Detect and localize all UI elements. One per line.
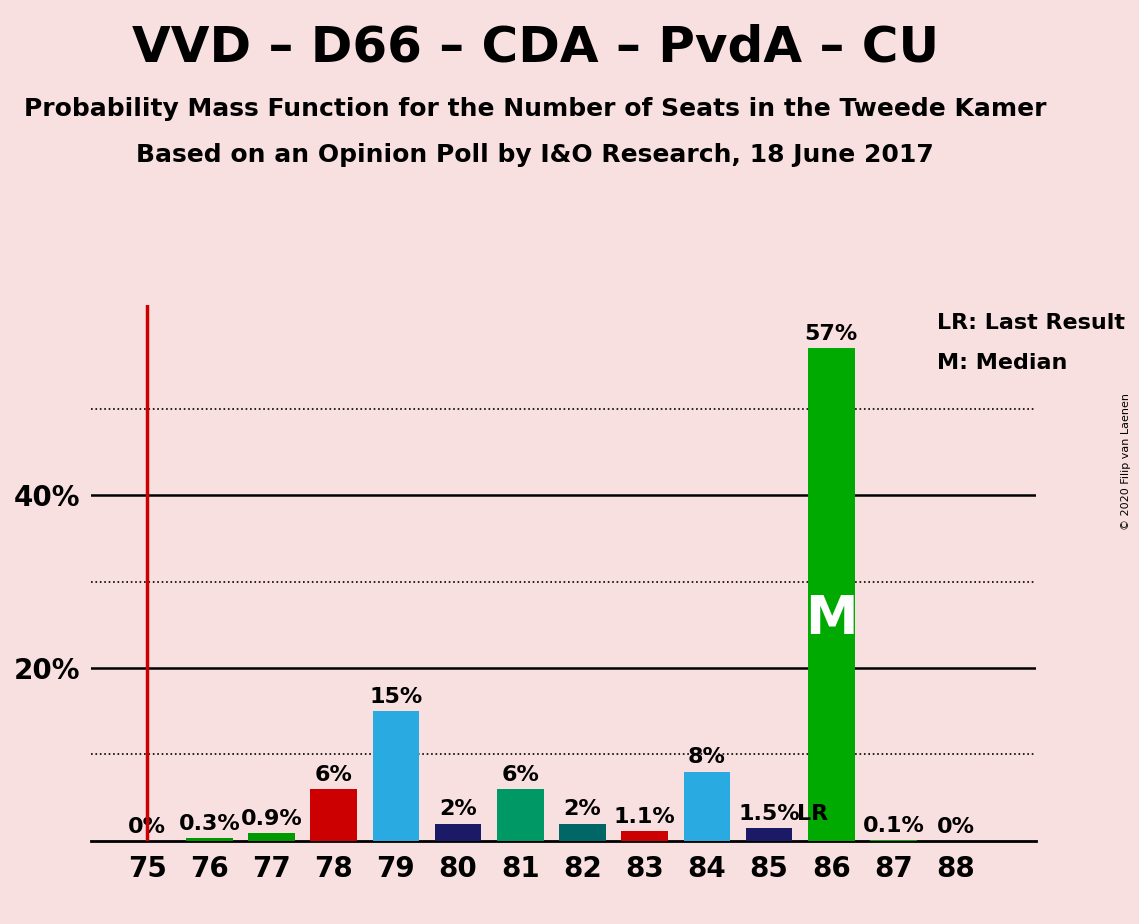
Text: Probability Mass Function for the Number of Seats in the Tweede Kamer: Probability Mass Function for the Number… (24, 97, 1047, 121)
Text: M: M (805, 593, 858, 645)
Text: 0%: 0% (936, 817, 975, 836)
Bar (248, 833, 295, 841)
Text: 6%: 6% (314, 765, 353, 784)
Bar (310, 789, 357, 841)
Text: 0.3%: 0.3% (179, 814, 240, 834)
Text: 15%: 15% (369, 687, 423, 707)
Bar (497, 789, 543, 841)
Bar (559, 823, 606, 841)
Text: LR: Last Result: LR: Last Result (937, 313, 1125, 333)
Text: 6%: 6% (501, 765, 539, 784)
Text: LR: LR (797, 804, 828, 823)
Text: 2%: 2% (440, 799, 477, 820)
Text: © 2020 Filip van Laenen: © 2020 Filip van Laenen (1121, 394, 1131, 530)
Text: VVD – D66 – CDA – PvdA – CU: VVD – D66 – CDA – PvdA – CU (132, 23, 939, 71)
Bar (683, 772, 730, 841)
Text: 1.1%: 1.1% (614, 807, 675, 827)
Bar (435, 823, 482, 841)
Bar (746, 828, 793, 841)
Text: 57%: 57% (804, 323, 858, 344)
Text: 0.9%: 0.9% (240, 808, 302, 829)
Text: 8%: 8% (688, 748, 726, 767)
Text: 0.1%: 0.1% (862, 816, 925, 835)
Bar (622, 832, 667, 841)
Text: M: Median: M: Median (937, 353, 1067, 373)
Text: 2%: 2% (564, 799, 601, 820)
Bar (186, 838, 232, 841)
Text: 0%: 0% (128, 817, 166, 836)
Text: 1.5%: 1.5% (738, 804, 800, 823)
Bar (372, 711, 419, 841)
Bar (808, 348, 854, 841)
Text: Based on an Opinion Poll by I&O Research, 18 June 2017: Based on an Opinion Poll by I&O Research… (137, 143, 934, 167)
